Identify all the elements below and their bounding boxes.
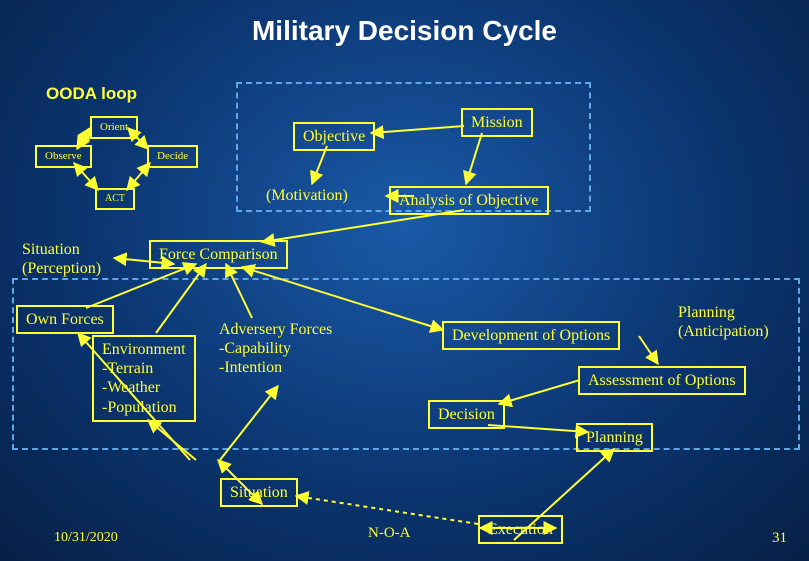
node-dev_opt: Development of Options xyxy=(442,321,620,350)
footer-date: 10/31/2020 xyxy=(54,530,118,546)
node-observe: Observe xyxy=(35,145,92,168)
node-execution: Execution xyxy=(478,515,563,544)
ooda-loop-label: OODA loop xyxy=(46,84,137,104)
node-noa: N-O-A xyxy=(368,524,411,542)
page-title: Military Decision Cycle xyxy=(0,15,809,47)
node-act: ACT xyxy=(95,188,135,210)
node-adversary: Adversery Forces -Capability -Intention xyxy=(219,320,332,378)
node-assess_opt: Assessment of Options xyxy=(578,366,746,395)
footer-page-number: 31 xyxy=(772,530,787,547)
node-mission: Mission xyxy=(461,108,533,137)
node-orient: Orient xyxy=(90,116,138,139)
node-analysis: Analysis of Objective xyxy=(389,186,549,215)
node-force_comp: Force Comparison xyxy=(149,240,288,269)
node-motivation: (Motivation) xyxy=(266,186,348,205)
node-environment: Environment -Terrain -Weather -Populatio… xyxy=(92,335,196,422)
node-decision: Decision xyxy=(428,400,505,429)
node-planning: Planning xyxy=(576,423,653,452)
node-planning_ant: Planning (Anticipation) xyxy=(678,303,769,341)
node-situation_perc: Situation (Perception) xyxy=(22,240,101,278)
node-decide: Decide xyxy=(147,145,198,168)
node-situation: Situation xyxy=(220,478,298,507)
node-objective: Objective xyxy=(293,122,375,151)
node-own_forces: Own Forces xyxy=(16,305,114,334)
